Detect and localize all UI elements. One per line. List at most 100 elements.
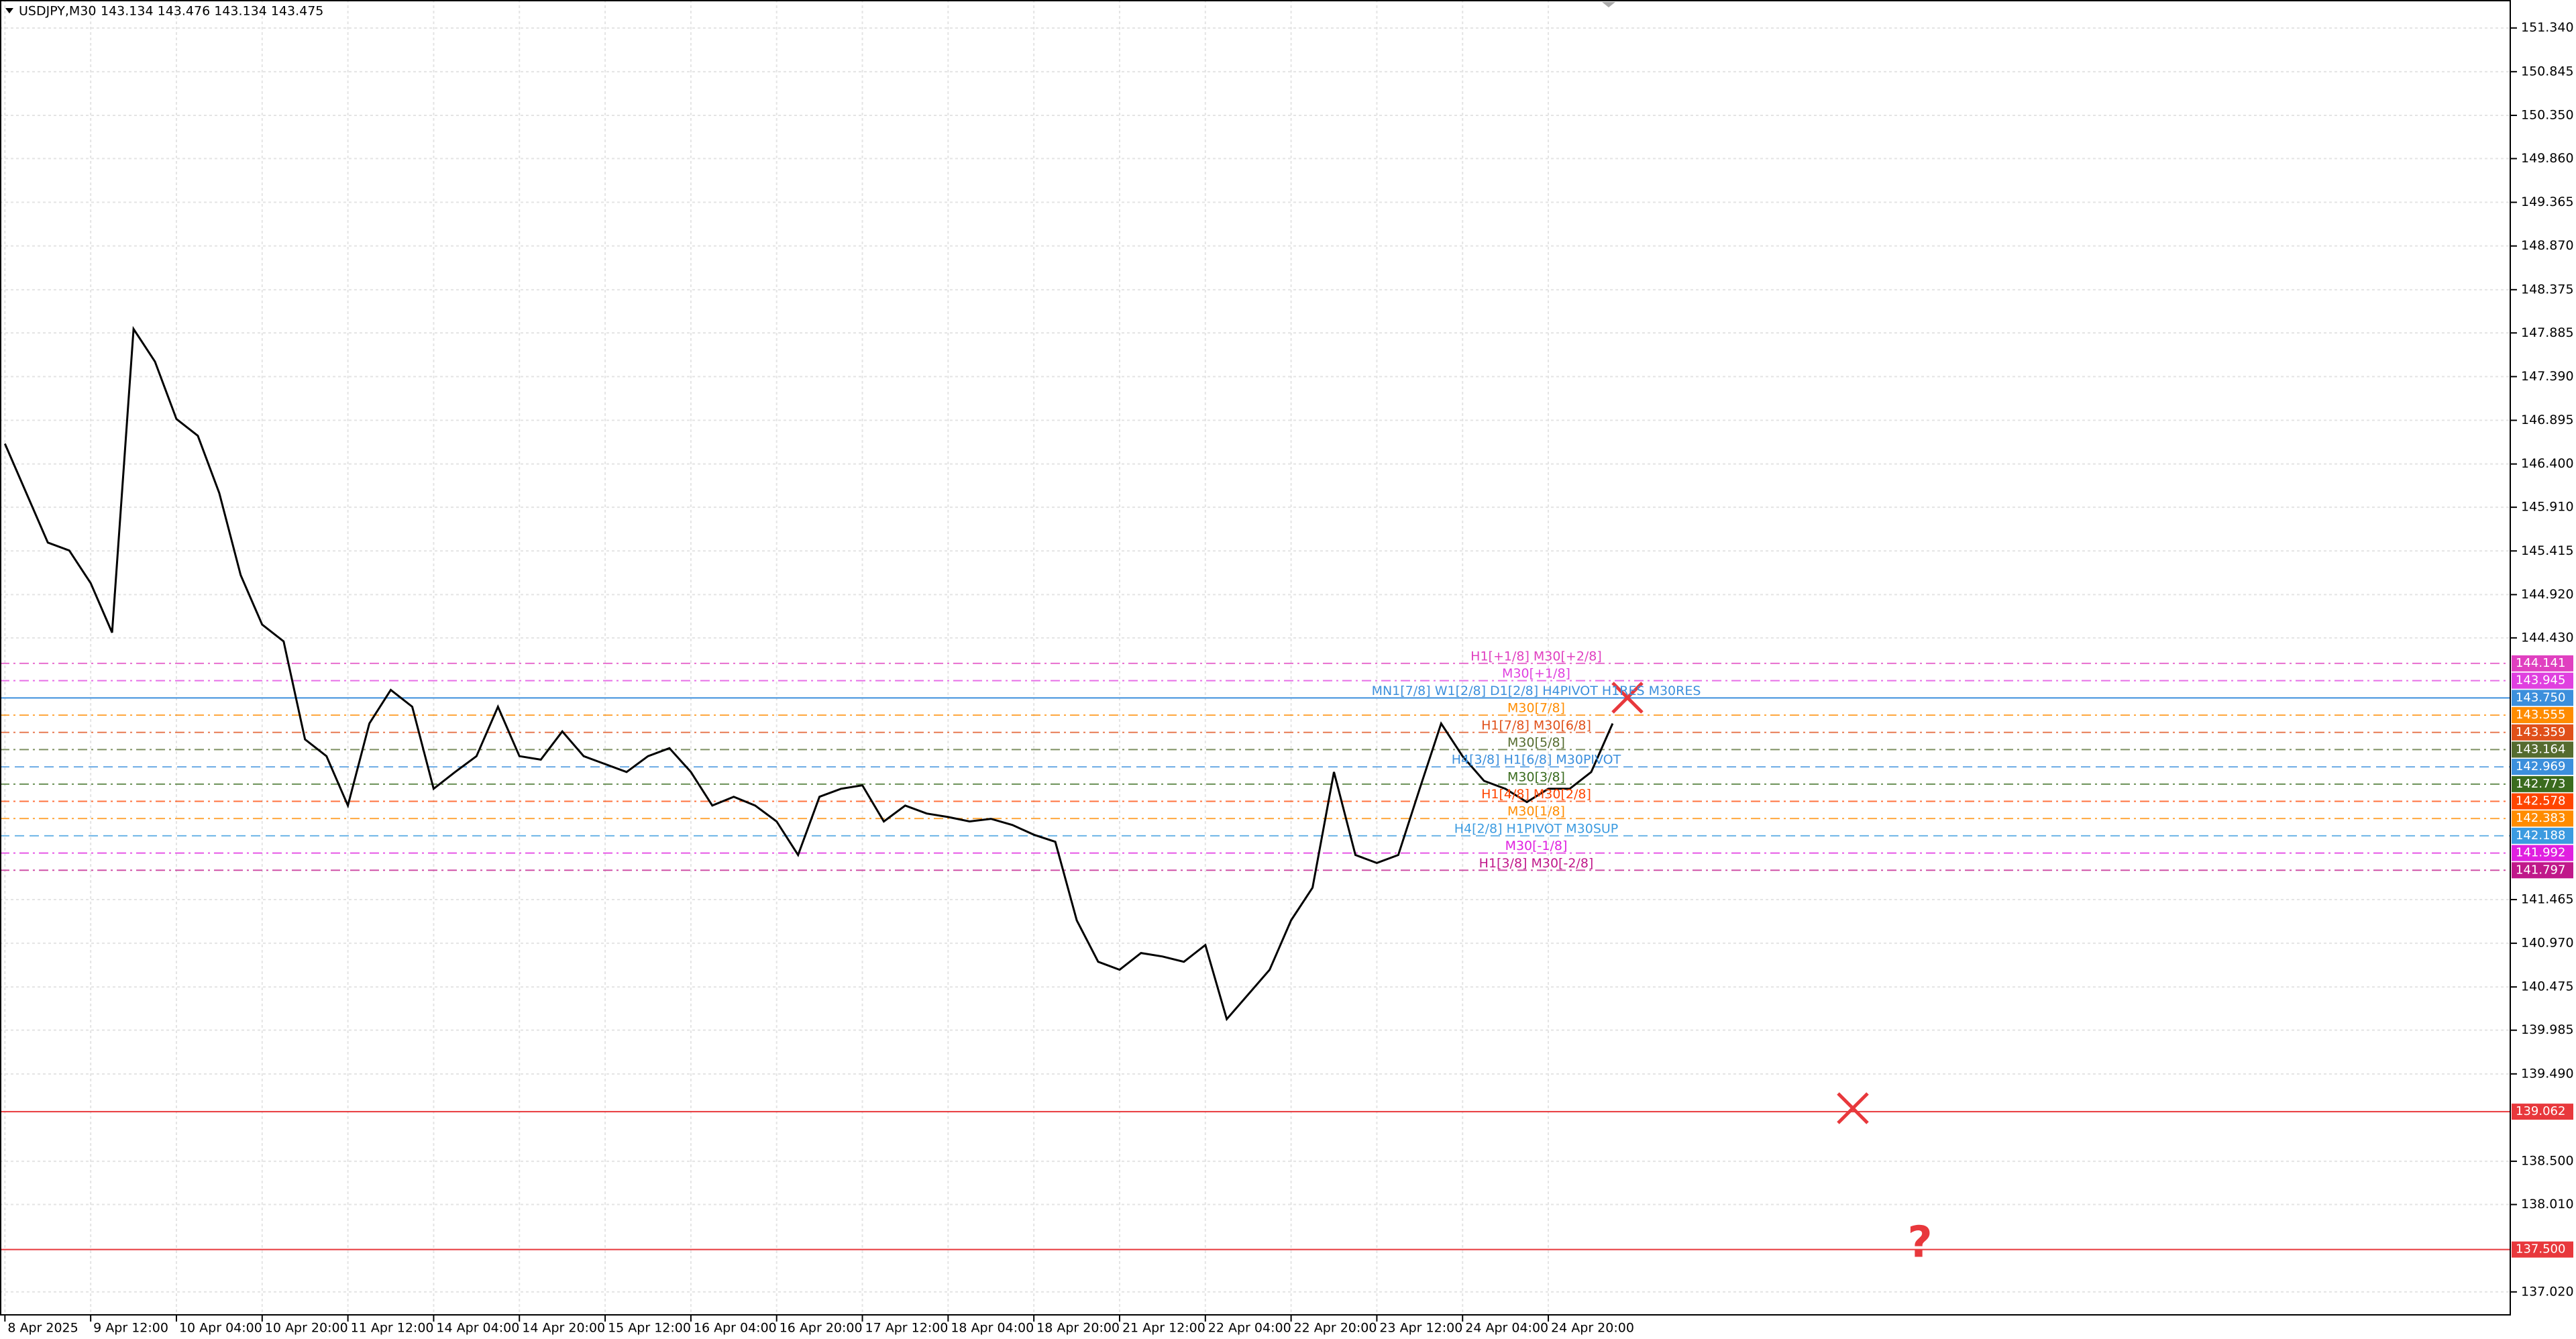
y-tick-label: 144.430 xyxy=(2521,630,2574,645)
x-tick-label: 16 Apr 04:00 xyxy=(694,1321,777,1336)
price-badge xyxy=(2512,690,2573,706)
price-badge xyxy=(2512,741,2573,758)
price-badge xyxy=(2512,827,2573,844)
y-tick-label: 140.970 xyxy=(2521,936,2574,951)
level-annotation: MN1[7/8] W1[2/8] D1[2/8] H4PIVOT H1RES M… xyxy=(1372,684,1701,698)
price-badge-label: 142.578 xyxy=(2516,794,2565,808)
y-tick-label: 150.845 xyxy=(2521,64,2574,78)
y-tick-label: 147.885 xyxy=(2521,325,2574,340)
x-tick-label: 14 Apr 20:00 xyxy=(522,1321,605,1336)
price-badge-label: 143.945 xyxy=(2516,674,2565,688)
price-badge xyxy=(2512,793,2573,810)
price-badge-label: 137.500 xyxy=(2516,1242,2565,1256)
y-tick-label: 146.400 xyxy=(2521,456,2574,471)
shift-marker xyxy=(1602,2,1615,7)
y-tick-label: 139.985 xyxy=(2521,1022,2574,1037)
question-marker: ? xyxy=(1907,1218,1932,1268)
plot-frame xyxy=(0,0,2511,1316)
y-tick-label: 151.340 xyxy=(2521,20,2574,35)
y-tick-label: 149.860 xyxy=(2521,151,2574,166)
price-badge-label: 144.141 xyxy=(2516,656,2565,670)
price xyxy=(3,325,1614,1022)
y-tick-label: 145.910 xyxy=(2521,500,2574,515)
x-tick-label: 22 Apr 20:00 xyxy=(1294,1321,1377,1336)
y-tick-label: 146.895 xyxy=(2521,413,2574,427)
y-tick-label: 137.020 xyxy=(2521,1284,2574,1299)
price-badge-label: 143.164 xyxy=(2516,742,2565,756)
level-annotation: M30[7/8] xyxy=(1507,700,1565,715)
x-tick-label: 24 Apr 04:00 xyxy=(1465,1321,1548,1336)
x-tick-label: 18 Apr 04:00 xyxy=(951,1321,1034,1336)
price-badge-label: 142.383 xyxy=(2516,811,2565,825)
x-tick-label: 14 Apr 04:00 xyxy=(436,1321,519,1336)
price-badge xyxy=(2512,724,2573,741)
y-tick-label: 145.415 xyxy=(2521,543,2574,558)
grid xyxy=(0,0,2510,1315)
price-badge-label: 142.188 xyxy=(2516,828,2565,843)
x-tick-label: 9 Apr 12:00 xyxy=(93,1321,168,1336)
price-badge xyxy=(2512,655,2573,672)
x-tick-label: 16 Apr 20:00 xyxy=(780,1321,863,1336)
y-tick-label: 147.390 xyxy=(2521,369,2574,384)
level-annotation: H4[2/8] H1PIVOT M30SUP xyxy=(1454,821,1619,836)
level-annotation: H4[3/8] H1[6/8] M30PIVOT xyxy=(1452,753,1621,767)
level-annotation: M30[3/8] xyxy=(1507,769,1565,784)
price-badge-label: 141.797 xyxy=(2516,863,2565,877)
y-tick-label: 141.465 xyxy=(2521,892,2574,906)
levels xyxy=(0,662,2510,1250)
x-tick-label: 10 Apr 20:00 xyxy=(265,1321,348,1336)
price-badge xyxy=(2512,845,2573,861)
x-tick-label: 18 Apr 20:00 xyxy=(1036,1321,1120,1336)
price-badge xyxy=(2512,775,2573,792)
x-tick-label: 15 Apr 12:00 xyxy=(608,1321,691,1336)
price-badge xyxy=(2512,862,2573,879)
x-tick-label: 22 Apr 04:00 xyxy=(1208,1321,1291,1336)
x-tick-label: 8 Apr 2025 xyxy=(7,1321,78,1336)
y-tick-label: 148.870 xyxy=(2521,238,2574,253)
chart-title: USDJPY,M30 xyxy=(19,4,96,19)
price-badge-label: 142.773 xyxy=(2516,777,2565,791)
x-tick-label: 24 Apr 20:00 xyxy=(1551,1321,1634,1336)
level-annotation: M30[+1/8] xyxy=(1502,666,1570,681)
level-annotation: M30[-1/8] xyxy=(1505,839,1568,853)
cross-marker xyxy=(1837,1092,1869,1124)
price-badge-label: 143.750 xyxy=(2516,690,2565,704)
level-annotation: M30[5/8] xyxy=(1507,735,1565,750)
price-badge xyxy=(2512,810,2573,827)
price-badge-label: 143.555 xyxy=(2516,708,2565,722)
y-tick-label: 144.920 xyxy=(2521,587,2574,602)
price-badge-label: 139.062 xyxy=(2516,1104,2565,1118)
price-badge xyxy=(2512,706,2573,723)
price-badge-label: 141.992 xyxy=(2516,846,2565,860)
menu-arrow xyxy=(5,8,13,13)
level-annotation: H1[3/8] M30[-2/8] xyxy=(1479,856,1594,871)
y-tick-label: 149.365 xyxy=(2521,195,2574,209)
price-line xyxy=(3,325,1614,1022)
price-badge xyxy=(2512,672,2573,689)
x-tick-label: 17 Apr 12:00 xyxy=(865,1321,949,1336)
price-badge xyxy=(2512,1104,2573,1120)
x-tick-label: 11 Apr 12:00 xyxy=(351,1321,434,1336)
level-annotation: H1[7/8] M30[6/8] xyxy=(1481,718,1591,733)
level-annotation: H1[+1/8] M30[+2/8] xyxy=(1470,649,1602,663)
chart-subtitle: 143.134 143.476 143.134 143.475 xyxy=(101,4,323,19)
y-tick-label: 139.490 xyxy=(2521,1066,2574,1081)
y-tick-label: 138.010 xyxy=(2521,1197,2574,1212)
y-tick-label: 150.350 xyxy=(2521,107,2574,122)
cross-marker xyxy=(1611,682,1644,714)
x-tick-label: 10 Apr 04:00 xyxy=(179,1321,262,1336)
level-annotation: H1[4/8] M30[2/8] xyxy=(1481,787,1591,802)
level-annotation: M30[1/8] xyxy=(1507,804,1565,819)
price-badge xyxy=(2512,1241,2573,1258)
y-tick-label: 138.500 xyxy=(2521,1154,2574,1169)
x-tick-label: 23 Apr 12:00 xyxy=(1379,1321,1462,1336)
x-tick-label: 21 Apr 12:00 xyxy=(1122,1321,1205,1336)
price-badge-label: 143.359 xyxy=(2516,725,2565,739)
price-badge-label: 142.969 xyxy=(2516,759,2565,773)
price-badge xyxy=(2512,759,2573,775)
y-tick-label: 140.475 xyxy=(2521,979,2574,994)
y-tick-label: 148.375 xyxy=(2521,282,2574,297)
